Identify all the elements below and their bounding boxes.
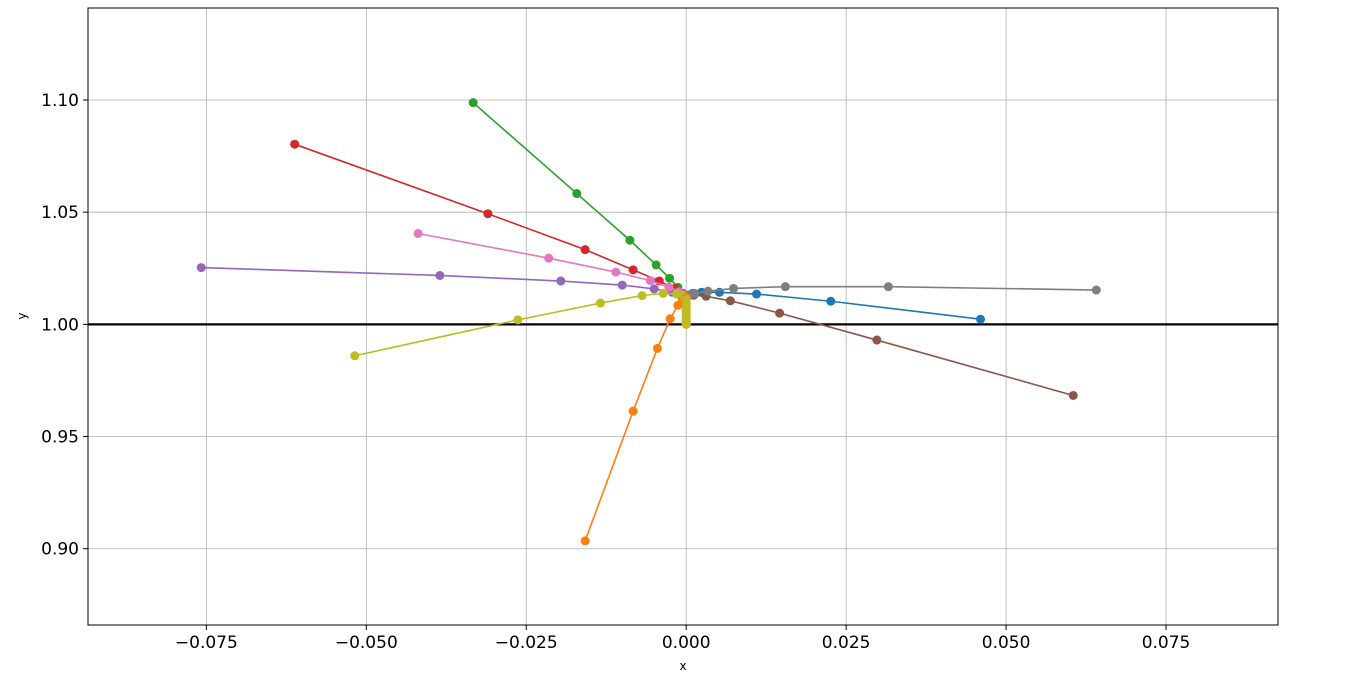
data-point	[658, 288, 668, 298]
data-point	[595, 298, 605, 308]
data-point	[628, 265, 638, 275]
data-point	[468, 98, 478, 108]
y-axis-ticks: 0.90 0.95 1.00 1.05 1.10	[41, 91, 88, 560]
data-point	[872, 335, 882, 345]
data-point	[664, 282, 674, 292]
x-tick-label: 0.050	[982, 633, 1031, 653]
data-point	[775, 308, 785, 318]
data-point	[681, 319, 691, 329]
x-tick-label: 0.075	[1142, 633, 1191, 653]
data-point	[611, 267, 621, 277]
y-tick-label: 0.95	[41, 428, 79, 448]
data-point	[290, 139, 300, 149]
data-point	[637, 291, 647, 301]
y-tick-label: 1.00	[41, 315, 79, 335]
data-point	[752, 289, 762, 299]
series-layer	[196, 98, 1101, 546]
data-point	[649, 284, 659, 294]
data-point	[1068, 390, 1078, 400]
data-point	[780, 282, 790, 292]
x-tick-label: −0.025	[495, 633, 558, 653]
series-11	[681, 295, 691, 329]
x-tick-label: 0.025	[822, 633, 871, 653]
data-point	[572, 189, 582, 199]
data-point	[665, 273, 675, 283]
data-point	[1091, 285, 1101, 295]
data-point	[350, 351, 360, 361]
data-point	[652, 343, 662, 353]
data-point	[483, 209, 493, 219]
x-tick-label: −0.050	[335, 633, 398, 653]
data-point	[703, 286, 713, 296]
data-point	[580, 536, 590, 546]
x-tick-label: −0.075	[175, 633, 238, 653]
data-point	[665, 314, 675, 324]
data-point	[617, 280, 627, 290]
y-tick-label: 1.10	[41, 91, 79, 111]
x-tick-label: 0.000	[662, 633, 711, 653]
data-point	[413, 228, 423, 238]
data-point	[196, 263, 206, 273]
data-point	[883, 282, 893, 292]
data-point	[513, 315, 523, 325]
y-axis-label: y	[15, 312, 29, 319]
x-axis-label: x	[679, 659, 686, 673]
x-axis-ticks: −0.075 −0.050 −0.025 0.000 0.025 0.050 0.075	[175, 625, 1190, 653]
data-point	[645, 276, 655, 286]
data-point	[625, 235, 635, 245]
plot-frame	[87, 7, 1279, 626]
data-point	[628, 406, 638, 416]
data-point	[556, 276, 566, 286]
data-point	[681, 295, 691, 305]
data-point	[435, 270, 445, 280]
data-point	[651, 260, 661, 270]
data-point	[544, 253, 554, 263]
y-tick-label: 0.90	[41, 540, 79, 560]
data-point	[580, 245, 590, 255]
y-tick-label: 1.05	[41, 203, 79, 223]
data-point	[826, 296, 836, 306]
data-point	[976, 314, 985, 324]
data-point	[725, 296, 735, 306]
data-point	[729, 283, 739, 293]
